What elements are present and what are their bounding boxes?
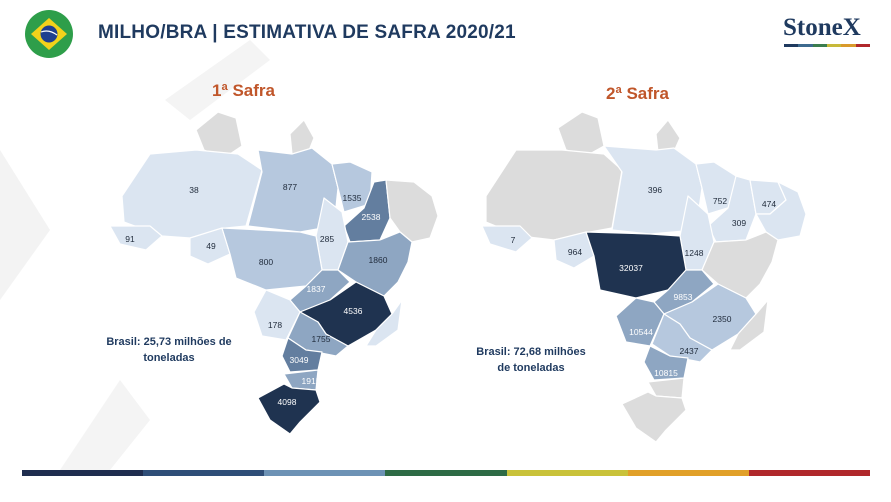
state-ne-coast	[385, 179, 439, 243]
map-2-total-line2: de toneladas	[497, 362, 565, 374]
bottom-bar-segment	[385, 470, 507, 476]
logo-color-bar	[784, 44, 870, 47]
value-label: 4536	[344, 306, 363, 316]
value-label: 10815	[654, 368, 678, 378]
state-ac	[481, 225, 533, 253]
logo-bar-segment	[784, 44, 799, 47]
value-label: 285	[320, 234, 334, 244]
map-1-total-line2: toneladas	[143, 352, 195, 364]
state-rr	[557, 111, 605, 157]
map-title-2a-safra: 2ª Safra	[606, 84, 669, 103]
bottom-bar-segment	[143, 470, 265, 476]
value-label: 91	[125, 234, 135, 244]
bottom-bar-segment	[506, 470, 628, 476]
state-ba	[337, 231, 413, 297]
state-es-rj	[729, 299, 769, 351]
value-label: 32037	[619, 263, 643, 273]
value-label: 2350	[713, 314, 732, 324]
map-1-total: Brasil: 25,73 milhões de toneladas	[94, 334, 244, 366]
map-2-total-line1: Brasil: 72,68 milhões	[476, 346, 586, 358]
state-es-rj	[365, 299, 403, 347]
state-rs	[621, 391, 687, 443]
bottom-color-bar	[22, 470, 870, 476]
value-label: 800	[259, 257, 273, 267]
state-ro	[553, 231, 595, 269]
value-label: 1837	[307, 284, 326, 294]
state-ac	[109, 225, 163, 251]
value-label: 2538	[362, 212, 381, 222]
logo-bar-segment	[841, 44, 856, 47]
value-label: 1915	[302, 376, 321, 386]
value-label: 2437	[680, 346, 699, 356]
map-title-1a-safra: 1ª Safra	[212, 81, 275, 100]
value-label: 1755	[312, 334, 331, 344]
map-1-total-line1: Brasil: 25,73 milhões de	[106, 336, 232, 348]
value-label: 309	[732, 218, 746, 228]
bottom-bar-segment	[627, 470, 749, 476]
logo-bar-segment	[855, 44, 870, 47]
value-label: 1535	[343, 193, 362, 203]
value-label: 10544	[629, 327, 653, 337]
bottom-bar-segment	[748, 470, 870, 476]
value-label: 474	[762, 199, 776, 209]
logo-bar-segment	[826, 44, 842, 47]
value-label: 38	[189, 185, 199, 195]
value-label: 9853	[674, 292, 693, 302]
value-label: 7	[511, 235, 516, 245]
bottom-bar-segment	[264, 470, 386, 476]
brazil-flag-icon	[25, 10, 73, 58]
state-ap	[655, 119, 681, 157]
bottom-bar-segment	[22, 470, 144, 476]
logo-bar-segment	[798, 44, 813, 47]
value-label: 1248	[685, 248, 704, 258]
value-label: 4098	[278, 397, 297, 407]
value-label: 877	[283, 182, 297, 192]
value-label: 178	[268, 320, 282, 330]
value-label: 1860	[369, 255, 388, 265]
value-label: 964	[568, 247, 582, 257]
logo-bar-segment	[812, 44, 827, 47]
state-rr	[195, 111, 243, 159]
state-ro	[189, 227, 231, 265]
page-title: MILHO/BRA | ESTIMATIVA DE SAFRA 2020/21	[98, 22, 516, 43]
value-label: 3049	[290, 355, 309, 365]
state-ms	[253, 289, 301, 341]
state-ba	[701, 231, 779, 299]
state-rs	[257, 383, 321, 435]
map-2-total: Brasil: 72,68 milhões de toneladas	[466, 344, 596, 376]
state-sp	[651, 313, 713, 363]
value-label: 752	[713, 196, 727, 206]
value-label: 396	[648, 185, 662, 195]
value-label: 49	[206, 241, 216, 251]
stonex-logo: StoneX	[783, 14, 861, 41]
